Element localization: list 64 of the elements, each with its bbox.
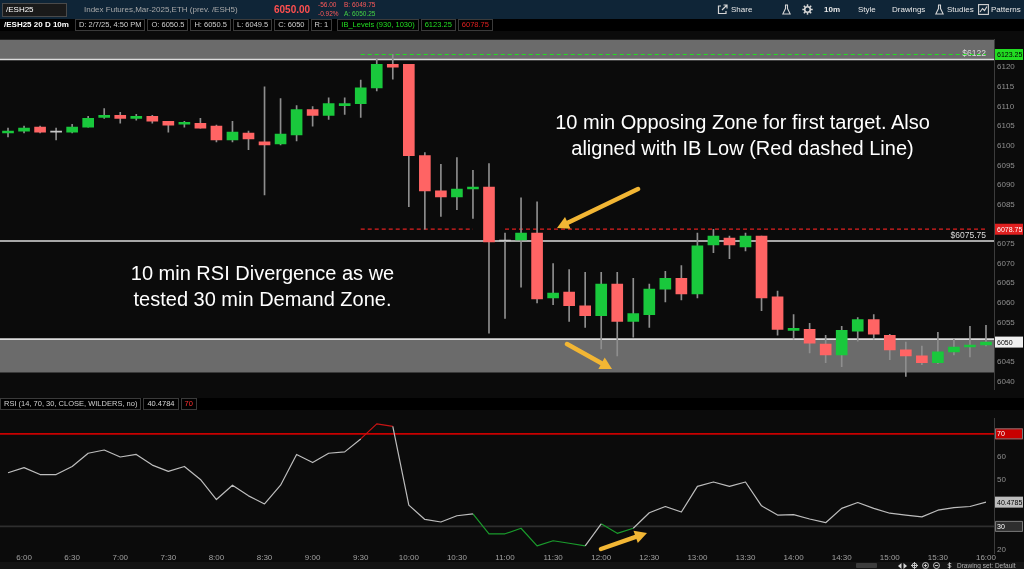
candlestick bbox=[435, 164, 447, 217]
x-tick-label: 14:00 bbox=[783, 553, 805, 562]
x-tick-label: 15:00 bbox=[879, 553, 901, 562]
text: Style bbox=[858, 5, 876, 14]
x-tick-label: 9:30 bbox=[352, 553, 370, 562]
y-tick-label: 6095 bbox=[997, 160, 1016, 170]
x-tick-label: 10:30 bbox=[446, 553, 468, 562]
x-tick-label: 11:30 bbox=[543, 553, 564, 562]
x-tick-label: 8:30 bbox=[256, 553, 273, 562]
y-tick-label: 6105 bbox=[997, 121, 1016, 131]
y-tick-label: 6075 bbox=[997, 239, 1016, 249]
y-tick-label: 6110 bbox=[997, 101, 1015, 111]
x-tick-label: 10:00 bbox=[398, 553, 420, 562]
y-tick-label: 50 bbox=[997, 475, 1007, 485]
y-tick-label: 6120 bbox=[997, 62, 1016, 72]
y-tick-label: 6065 bbox=[997, 278, 1016, 288]
y-tick-label: 6055 bbox=[997, 317, 1016, 327]
x-tick-label: 13:00 bbox=[687, 553, 708, 562]
x-tick-label: 6:00 bbox=[16, 553, 33, 562]
candlestick bbox=[451, 157, 463, 210]
y-tick-label: 6085 bbox=[997, 199, 1016, 209]
candlestick bbox=[515, 197, 527, 288]
x-tick-label: 14:30 bbox=[831, 553, 853, 562]
x-tick-label: 7:30 bbox=[160, 553, 177, 562]
x-tick-label: 8:00 bbox=[208, 553, 225, 562]
candlestick bbox=[579, 272, 592, 328]
x-tick-label: 9:00 bbox=[304, 553, 321, 562]
x-tick-label: 13:30 bbox=[735, 553, 757, 562]
y-tick-label: 6070 bbox=[997, 258, 1016, 268]
x-tick-label: 12:30 bbox=[639, 553, 660, 562]
text: Index Futures,Mar-2025,ETH (prev. /ESH5) bbox=[84, 5, 238, 14]
text: 6050.00 bbox=[274, 4, 311, 15]
x-tick-label: 11:00 bbox=[495, 553, 516, 562]
text: Patterns bbox=[991, 5, 1021, 14]
y-tick-label: 6100 bbox=[997, 141, 1016, 150]
candlestick bbox=[563, 269, 575, 322]
annotation: 10 min RSI Divergence as we tested 30 min Demand Zone. bbox=[129, 261, 396, 312]
y-tick-label: 6060 bbox=[997, 298, 1016, 308]
text: Drawings bbox=[892, 5, 926, 14]
text: /ESH25 bbox=[2, 3, 67, 17]
candlestick bbox=[547, 263, 559, 306]
annotation: 10 min Opposing Zone for first target. Also aligned with IB Low (Red dashed Line) bbox=[554, 110, 931, 161]
x-tick-label: 15:30 bbox=[927, 553, 949, 562]
ref-line-label: $6122 bbox=[962, 48, 987, 59]
text: Studies bbox=[947, 5, 974, 14]
candlestick bbox=[627, 277, 640, 338]
y-tick-label: 6040 bbox=[997, 376, 1016, 386]
y-tick-label: 20 bbox=[997, 544, 1007, 554]
ref-line-label: $6075.75 bbox=[950, 230, 987, 240]
x-tick-label: 16:00 bbox=[975, 553, 997, 562]
candlestick bbox=[98, 108, 111, 119]
x-tick-label: 12:00 bbox=[591, 553, 612, 562]
y-tick-label: 6045 bbox=[997, 356, 1016, 366]
candlestick bbox=[338, 97, 351, 115]
x-tick-label: 6:30 bbox=[64, 553, 81, 562]
candlestick bbox=[386, 54, 399, 80]
x-tick-label: 7:00 bbox=[112, 553, 129, 562]
candlestick bbox=[899, 341, 912, 377]
y-tick-label: 6090 bbox=[997, 180, 1016, 190]
chart-title: /ESH25 20 D 10m bbox=[3, 19, 70, 31]
text: Share bbox=[731, 5, 753, 14]
text: 10m bbox=[824, 5, 841, 14]
y-tick-label: 60 bbox=[997, 452, 1007, 462]
y-tick-label: 6115 bbox=[997, 82, 1015, 92]
